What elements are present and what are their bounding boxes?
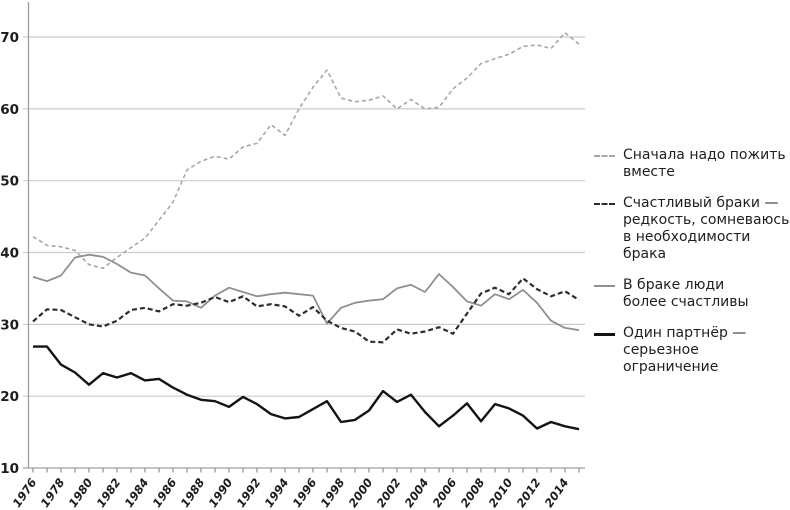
x-axis-tick-label: 1988: [178, 476, 208, 510]
x-axis-tick-label: 2008: [458, 476, 488, 510]
legend-text-line: ограничение: [623, 359, 719, 375]
y-axis-tick-label: 20: [0, 389, 19, 405]
x-axis-tick-label: 1992: [234, 476, 264, 510]
legend-item-married-happier: В браке люди более счастливы: [594, 277, 790, 311]
x-axis-tick-label: 1986: [150, 476, 180, 510]
legend-line-sample-dashed-dark: [594, 203, 615, 205]
y-axis-tick-label: 60: [0, 102, 19, 118]
x-axis-tick-label: 2006: [430, 476, 460, 510]
series-line-2: [32, 253, 580, 331]
x-axis-tick-label: 2002: [374, 476, 404, 510]
y-axis-tick-label: 70: [0, 30, 19, 46]
legend-label: Сначала надо пожить вместе: [623, 147, 786, 181]
x-axis-tick-label: 1984: [122, 476, 152, 510]
legend-item-live-together: Сначала надо пожить вместе: [594, 147, 790, 181]
legend-text-line: Один партнёр —: [623, 325, 747, 341]
x-axis-tick-label: 2004: [402, 476, 432, 510]
legend-label: Один партнёр — серьезное ограничение: [623, 325, 746, 376]
x-axis-tick-label: 2010: [486, 476, 516, 510]
x-axis-tick-label: 1982: [94, 476, 124, 510]
legend: Сначала надо пожить вместе Счастливый бр…: [594, 147, 790, 376]
x-axis-tick-label: 1980: [66, 476, 96, 510]
series-line-1: [32, 277, 580, 344]
line-chart-plot-area: 1020304050607019761978198019821984198619…: [0, 2, 585, 510]
legend-item-happy-marriage-rare: Счастливый браки — редкость, сомневаюсь …: [594, 195, 790, 263]
x-axis-tick-label: 1978: [38, 476, 68, 510]
legend-text-line: в необходимости брака: [623, 229, 751, 262]
x-axis-tick-label: 2014: [542, 476, 572, 510]
legend-label: В браке люди более счастливы: [623, 277, 749, 311]
x-axis-tick-label: 1998: [318, 476, 348, 510]
x-axis-tick-label: 2012: [514, 476, 544, 510]
legend-text-line: В браке люди: [623, 277, 725, 293]
legend-text-line: Сначала надо пожить: [623, 147, 786, 163]
legend-text-line: более счастливы: [623, 294, 749, 310]
x-axis-tick-label: 1996: [290, 476, 320, 510]
x-axis-tick-label: 1976: [10, 476, 40, 510]
legend-line-sample-dashed-light: [594, 155, 615, 157]
y-axis-tick-label: 50: [0, 174, 19, 190]
series-line-3: [33, 345, 580, 431]
y-axis-tick-label: 40: [0, 246, 19, 262]
x-axis-tick-label: 1990: [206, 476, 236, 510]
y-axis-tick-label: 10: [0, 461, 19, 477]
legend-text-line: вместе: [623, 164, 675, 180]
legend-line-sample-solid-gray: [594, 285, 615, 287]
legend-item-one-partner-limitation: Один партнёр — серьезное ограничение: [594, 325, 790, 376]
y-axis-tick-label: 30: [0, 317, 19, 333]
legend-label: Счастливый браки — редкость, сомневаюсь …: [623, 195, 790, 263]
x-axis-tick-label: 1994: [262, 476, 292, 510]
legend-text-line: Счастливый браки —: [623, 195, 779, 211]
series-line-0: [32, 31, 580, 270]
legend-line-sample-solid-black: [594, 333, 615, 336]
legend-text-line: серьезное: [623, 342, 699, 358]
legend-text-line: редкость, сомневаюсь: [623, 212, 790, 228]
x-axis-tick-label: 2000: [346, 476, 376, 510]
